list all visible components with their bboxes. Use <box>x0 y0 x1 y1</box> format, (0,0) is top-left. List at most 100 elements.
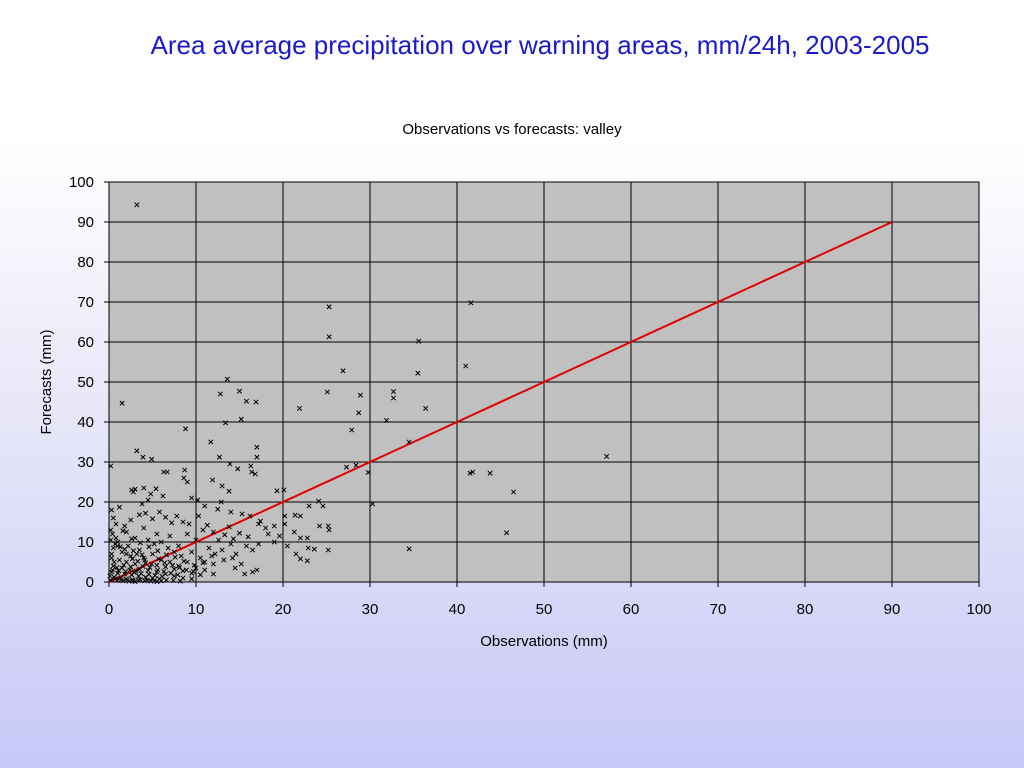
data-point <box>140 454 146 460</box>
data-point <box>195 497 201 503</box>
data-point <box>248 463 254 469</box>
data-point <box>112 576 118 582</box>
data-point <box>263 525 269 531</box>
data-point <box>174 513 180 519</box>
data-point <box>141 525 147 531</box>
data-point <box>208 439 214 445</box>
data-point <box>504 530 510 536</box>
data-point <box>343 464 350 470</box>
data-point <box>197 555 203 561</box>
data-point <box>109 551 115 557</box>
data-point <box>184 531 190 537</box>
data-point <box>138 571 144 577</box>
data-point <box>604 453 610 459</box>
data-point <box>383 417 390 423</box>
data-point <box>154 579 160 585</box>
data-point <box>161 569 167 575</box>
data-point <box>304 558 310 564</box>
data-point <box>109 555 115 561</box>
data-point <box>228 541 234 547</box>
data-point <box>282 513 288 519</box>
data-point <box>219 483 225 489</box>
data-point <box>200 560 206 566</box>
data-point <box>128 517 134 523</box>
data-point <box>111 559 117 565</box>
data-point <box>191 562 197 568</box>
x-tick-label: 100 <box>966 601 991 618</box>
data-point <box>468 300 474 306</box>
data-point <box>416 338 422 344</box>
data-point <box>306 503 312 509</box>
data-point <box>154 531 160 537</box>
data-point <box>145 497 151 503</box>
data-point <box>281 487 287 493</box>
data-point <box>218 499 224 505</box>
data-point <box>326 304 332 310</box>
data-point <box>284 543 290 549</box>
y-tick-label: 90 <box>77 214 94 231</box>
data-point <box>159 573 165 579</box>
data-point <box>149 516 156 522</box>
chart-title: Observations vs forecasts: valley <box>402 121 622 138</box>
data-point <box>134 202 140 208</box>
data-point <box>148 491 154 497</box>
data-point <box>320 503 326 509</box>
reference-line-group <box>108 221 893 583</box>
data-point <box>406 546 412 552</box>
data-point <box>183 567 189 573</box>
data-point <box>154 562 160 568</box>
data-point <box>206 545 212 551</box>
data-point <box>136 547 143 553</box>
data-point <box>119 400 125 406</box>
data-point <box>390 395 397 401</box>
data-point <box>181 558 187 564</box>
data-point <box>128 553 134 559</box>
data-point <box>210 529 216 535</box>
data-point <box>110 515 116 521</box>
data-point <box>171 549 177 555</box>
y-tick-label: 60 <box>77 334 94 351</box>
data-point <box>326 527 332 533</box>
data-point <box>139 501 145 507</box>
data-point <box>340 368 346 374</box>
data-point <box>130 578 136 584</box>
data-point <box>181 475 187 481</box>
data-point <box>224 376 230 382</box>
data-point <box>233 551 239 557</box>
data-point <box>217 391 223 397</box>
data-point <box>139 552 145 558</box>
data-point <box>254 444 260 450</box>
data-point <box>184 479 190 485</box>
data-point <box>118 577 124 583</box>
data-point <box>227 461 233 467</box>
data-point <box>122 546 128 552</box>
data-point <box>257 518 263 524</box>
data-point <box>252 471 258 477</box>
data-point <box>109 531 116 537</box>
data-point <box>324 389 330 395</box>
data-point <box>127 567 133 573</box>
data-point <box>305 545 311 551</box>
data-point <box>316 498 322 504</box>
data-point <box>164 469 170 475</box>
data-point <box>291 529 297 535</box>
data-point <box>204 522 210 528</box>
data-point <box>230 536 236 542</box>
data-point <box>216 537 222 543</box>
data-point <box>124 577 130 583</box>
data-point <box>415 370 421 376</box>
data-point <box>140 563 146 569</box>
data-point <box>311 546 317 552</box>
data-point <box>121 562 127 568</box>
data-point <box>113 521 119 527</box>
data-point <box>156 509 163 515</box>
data-point <box>467 470 473 476</box>
data-point <box>112 541 118 547</box>
data-point <box>271 539 277 545</box>
data-point <box>160 493 166 499</box>
x-tick-label: 20 <box>275 601 292 618</box>
data-point <box>254 567 260 573</box>
data-point <box>200 527 206 533</box>
grid-lines <box>109 181 980 582</box>
